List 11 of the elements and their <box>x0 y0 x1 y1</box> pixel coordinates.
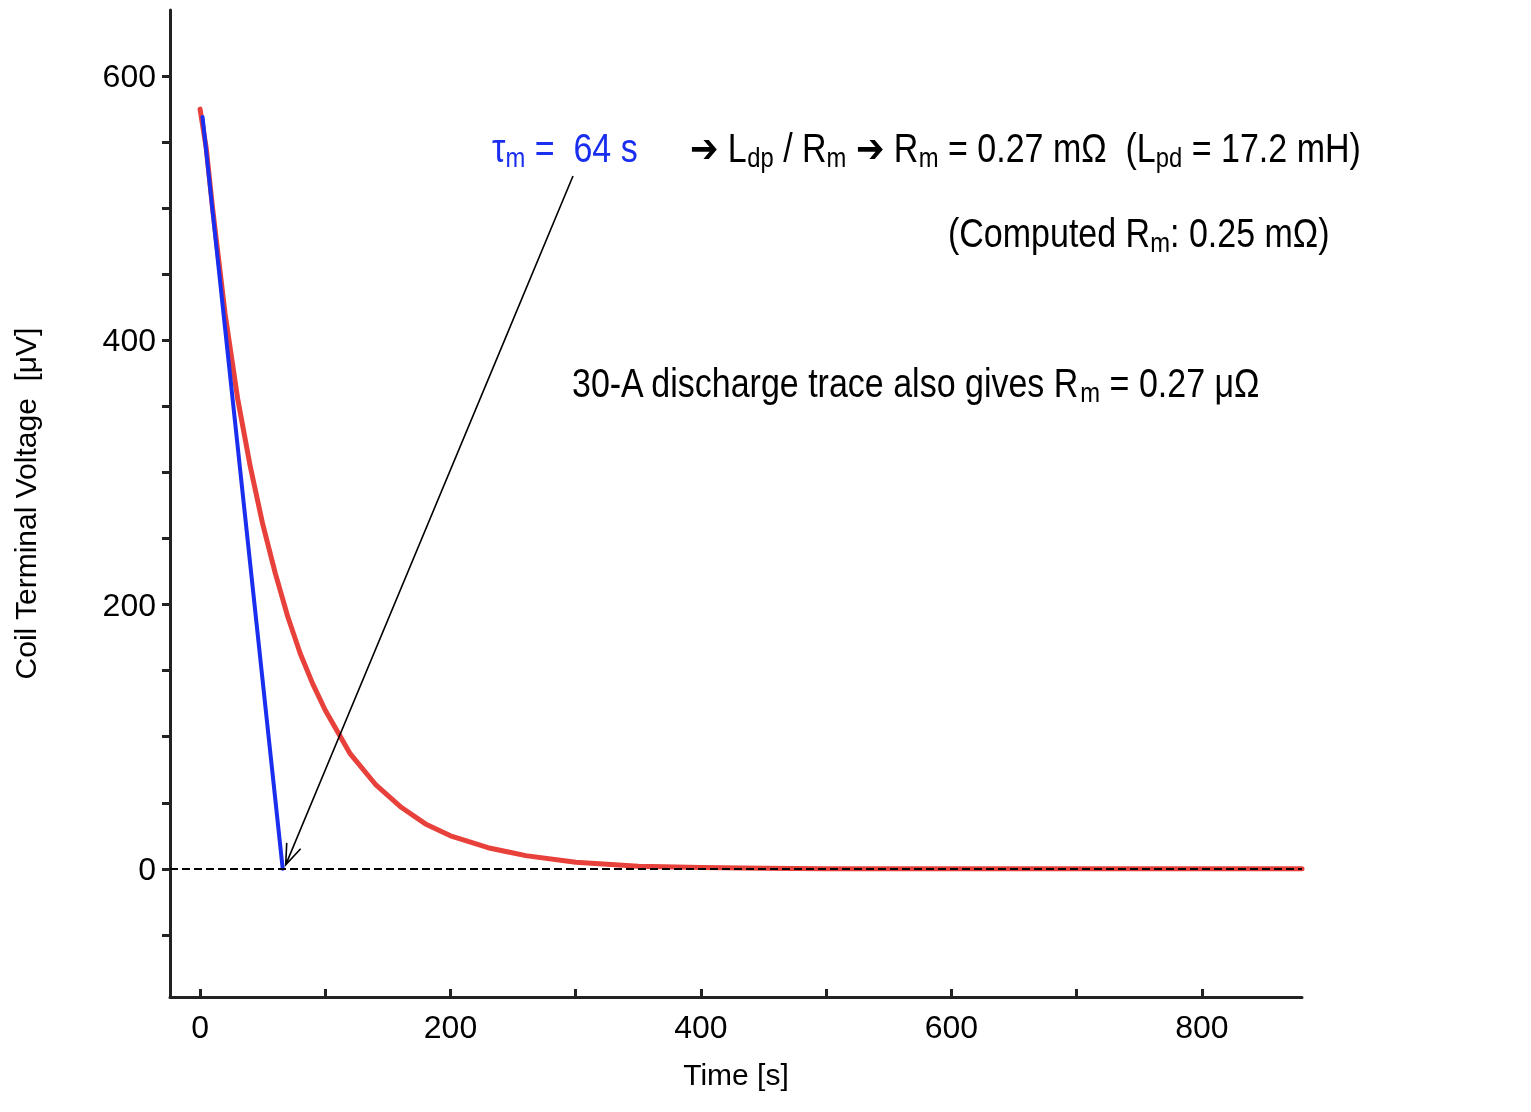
x-tick-label: 0 <box>191 1009 209 1045</box>
y-tick-label: 400 <box>102 322 156 359</box>
x-tick-label: 200 <box>423 1009 478 1045</box>
y-tick-label: 0 <box>138 850 156 887</box>
y-axis-title: Coil Terminal Voltage [μV] <box>8 327 42 680</box>
y-tick-label: 200 <box>102 586 156 623</box>
x-axis-title: Time [s] <box>683 1057 789 1091</box>
y-tick-label: 600 <box>102 58 156 95</box>
x-tick-label: 800 <box>1175 1009 1229 1045</box>
x-tick-label: 600 <box>924 1009 979 1045</box>
x-tick-label: 400 <box>674 1009 728 1045</box>
